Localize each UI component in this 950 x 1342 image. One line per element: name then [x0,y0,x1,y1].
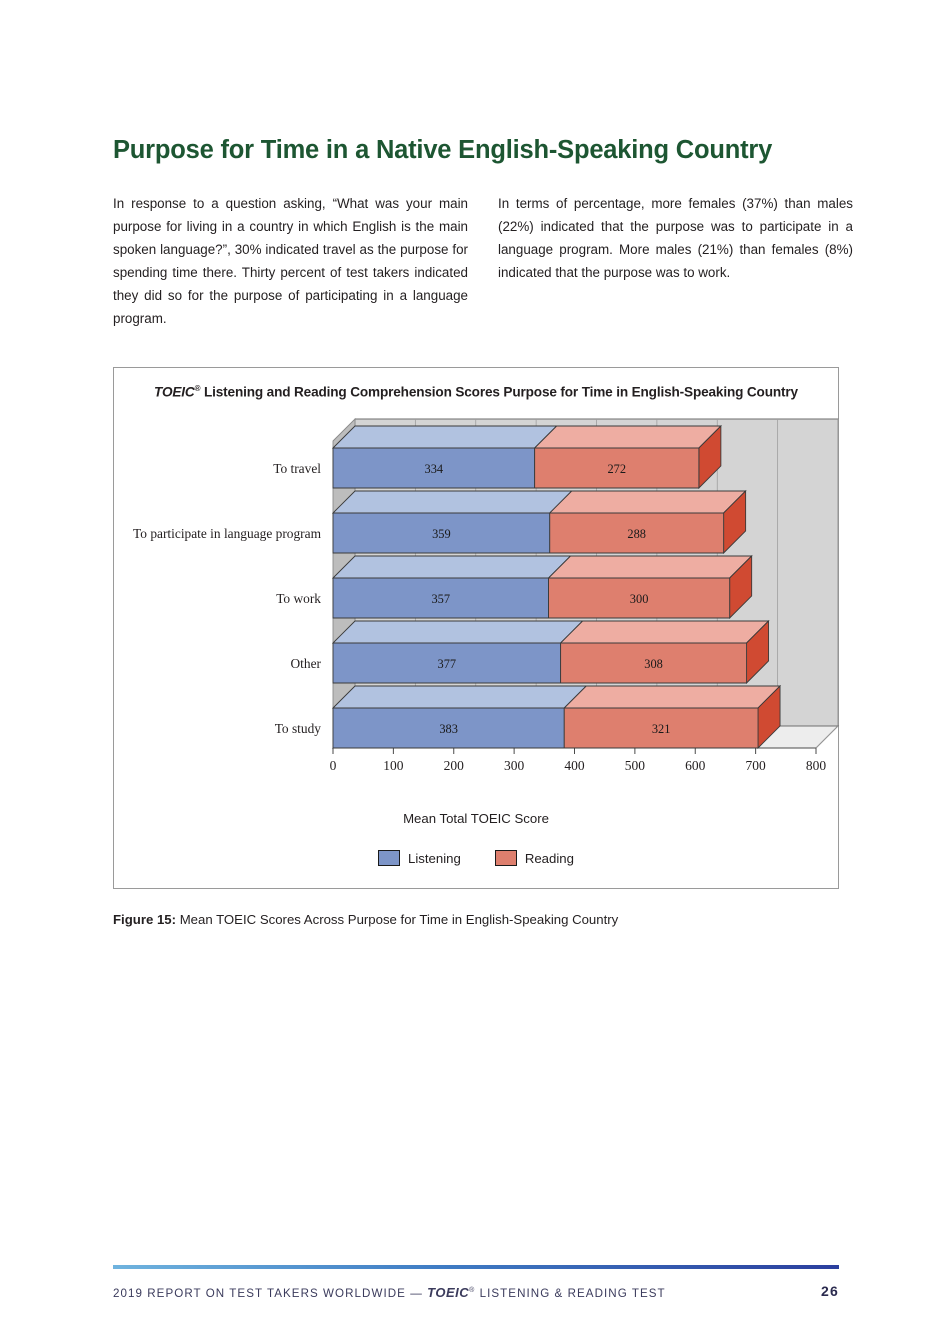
legend-item-listening[interactable]: Listening [378,850,461,866]
page-title: Purpose for Time in a Native English-Spe… [113,136,773,164]
chart-plot-area: 0 100 200 300 400 500 600 700 800 To travel 334 272… [114,418,840,778]
figure-caption-label: Figure 15: [113,912,177,927]
bar-value-label: 357 [431,592,450,606]
bar-segment [548,577,731,619]
intro-paragraph-left: In response to a question asking, “What … [113,196,468,327]
bar-value-label: 377 [438,657,457,671]
chart-title-rest: Listening and Reading Comprehension Scor… [200,384,798,400]
bar-segment [560,642,748,684]
bar-group: Other 377 308 [291,619,770,685]
chart-title-brand-superscript: ® [194,384,201,393]
bar-value-label: 272 [607,462,626,476]
chart-svg: 0 100 200 300 400 500 600 700 800 To travel 334 272… [133,418,840,773]
intro-column-right: In terms of percentage, more females (37… [498,192,853,284]
x-axis-tick-label: 400 [564,758,585,773]
bar-value-label: 321 [652,722,671,736]
x-axis-tick-label: 800 [806,758,827,773]
footer-text: 2019 REPORT ON TEST TAKERS WORLDWIDE — T… [113,1285,773,1300]
bar-group: To study 383 321 [275,684,782,750]
intro-paragraph-right: In terms of percentage, more females (37… [498,196,853,281]
footer-brand-superscript: ® [469,1287,476,1295]
legend-label-listening: Listening [408,850,461,866]
chart-title-brand: TOEIC [154,384,195,400]
bar-segment [534,447,700,489]
chart-legend: Listening Reading [114,850,838,866]
footer-rule [113,1265,839,1269]
x-axis-tick-label: 500 [625,758,646,773]
category-label: To participate in language program [133,526,322,541]
chart-container: TOEIC® Listening and Reading Comprehensi… [113,367,840,889]
bar-segment [563,707,759,749]
x-axis-tick-label: 300 [504,758,525,773]
figure-caption-text: Mean TOEIC Scores Across Purpose for Tim… [176,912,619,927]
category-label: To travel [273,461,321,476]
x-axis-title: Mean Total TOEIC Score [403,811,549,826]
bar-group: To participate in language program 359 288 [133,489,747,555]
bar-value-label: 288 [627,527,646,541]
x-axis-tick-label: 200 [444,758,465,773]
x-axis-tick-label: 0 [330,758,337,773]
bar-segment [549,512,725,554]
bar-value-label: 334 [425,462,444,476]
category-label: To work [276,591,321,606]
legend-label-reading: Reading [524,850,574,866]
chart-title: TOEIC® Listening and Reading Comprehensi… [114,384,838,400]
intro-column-left: In response to a question asking, “What … [113,192,468,330]
footer-brand: TOEIC [427,1285,470,1300]
bar-group: To work 357 300 [276,554,753,620]
bar-value-label: 383 [439,722,458,736]
legend-item-reading[interactable]: Reading [494,850,574,866]
bar-value-label: 300 [630,592,649,606]
footer-prefix: 2019 REPORT ON TEST TAKERS WORLDWIDE — [113,1287,428,1300]
x-axis-tick-label: 600 [685,758,706,773]
page-number: 26 [821,1283,839,1299]
x-axis-tick-label: 700 [746,758,767,773]
figure-caption: Figure 15: Mean TOEIC Scores Across Purp… [113,912,853,927]
x-axis-tick-label: 100 [383,758,404,773]
bar-value-label: 308 [644,657,663,671]
category-label: Other [291,656,322,671]
legend-swatch-reading-icon [494,850,517,866]
legend-swatch-listening-icon [378,850,401,866]
bar-value-label: 359 [432,527,451,541]
footer-suffix: LISTENING & READING TEST [475,1287,666,1300]
bar-group: To travel 334 272 [273,424,722,490]
category-label: To study [275,721,322,736]
